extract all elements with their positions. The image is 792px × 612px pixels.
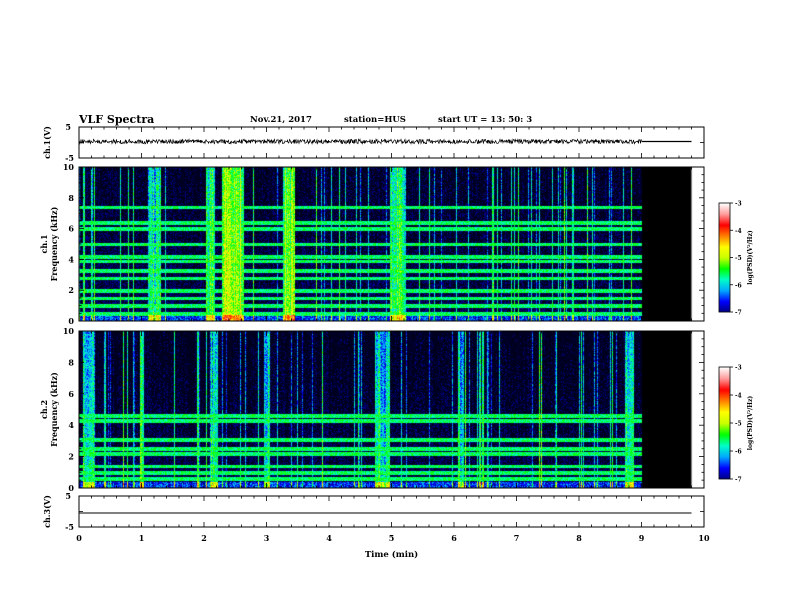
x-tick-label: 3: [264, 533, 270, 543]
y-tick-label: 10: [63, 326, 75, 336]
colorbar-frame: [718, 366, 731, 480]
colorbar-tick-label: -7: [735, 477, 742, 484]
colorbar-tick-label: -6: [735, 282, 742, 289]
x-axis-label: Time (min): [365, 549, 418, 560]
y-tick-label: 2: [68, 285, 74, 295]
y-axis-label-frequency: Frequency (kHz): [49, 372, 59, 447]
y-tick-label: 0: [68, 316, 74, 326]
y-tick-label: 5: [65, 491, 71, 501]
colorbar-tick-label: -3: [735, 365, 742, 372]
x-tick-label: 6: [451, 533, 457, 543]
colorbar-tick-label: -5: [735, 421, 742, 428]
y-tick-label: 6: [68, 224, 74, 234]
y-axis-label-frequency: Frequency (kHz): [49, 206, 59, 281]
colorbar-frame: [718, 202, 731, 313]
y-tick-label: 8: [68, 193, 74, 203]
colorbar-label: log(PSD)(V²/Hz): [747, 396, 754, 451]
y-tick-label: 6: [68, 389, 74, 399]
waveform-lines: [78, 138, 692, 514]
panel-frame-s2: [78, 330, 705, 489]
y-axis-label-channel: ch.1: [39, 234, 49, 253]
y-tick-label: -5: [65, 522, 74, 532]
x-tick-label: 4: [326, 533, 332, 543]
y-tick-label: 5: [65, 122, 71, 132]
y-tick-label: -5: [65, 153, 74, 163]
colorbar-tick-label: -3: [735, 201, 742, 208]
colorbar-label: log(PSD)(V²/Hz): [747, 230, 754, 285]
axis-ticks: [78, 126, 705, 528]
colorbar-tick-label: -4: [735, 393, 742, 400]
y-tick-label: 8: [68, 357, 74, 367]
x-tick-label: 9: [639, 533, 645, 543]
x-tick-label: 5: [389, 533, 395, 543]
start-time-label: start UT = 13: 50: 3: [438, 115, 533, 125]
x-tick-label: 8: [576, 533, 582, 543]
x-tick-label: 10: [698, 533, 710, 543]
y-tick-label: 0: [68, 483, 74, 493]
x-tick-label: 7: [514, 533, 520, 543]
x-tick-label: 2: [201, 533, 207, 543]
chart-title: VLF Spectra: [79, 113, 155, 126]
station-label: station=HUS: [344, 115, 406, 125]
colorbar-tick-label: -6: [735, 449, 742, 456]
x-tick-label: 0: [76, 533, 82, 543]
colorbar-tick-label: -7: [735, 310, 742, 317]
date-label: Nov.21, 2017: [250, 115, 312, 125]
panel-frame-s1: [78, 166, 705, 322]
y-axis-label-waveform: ch.1(V): [42, 126, 52, 159]
x-tick-label: 1: [139, 533, 145, 543]
y-tick-label: 4: [68, 254, 74, 264]
panel-frames: [78, 126, 705, 528]
y-tick-label: 2: [68, 452, 74, 462]
colorbar-tick-label: -4: [735, 228, 742, 235]
y-axis-label-channel: ch.2: [39, 400, 49, 419]
ch1-waveform-trace: [78, 138, 642, 146]
colorbar-tick-label: -5: [735, 255, 742, 262]
axis-labels: -3 -4 -5 -6 -7 log(PSD)(V²/Hz) -3 -4 -5 -6 -7 log(P…: [39, 122, 754, 560]
y-axis-label-waveform: ch.3(V): [42, 495, 52, 528]
y-tick-label: 4: [68, 420, 74, 430]
y-tick-label: 10: [63, 162, 75, 172]
